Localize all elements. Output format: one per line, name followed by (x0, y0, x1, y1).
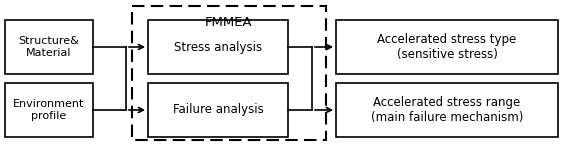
Text: Accelerated stress type
(sensitive stress): Accelerated stress type (sensitive stres… (378, 33, 517, 61)
Text: Accelerated stress range
(main failure mechanism): Accelerated stress range (main failure m… (371, 96, 523, 124)
Bar (5, 83, 93, 137)
Bar (336, 20, 558, 74)
Bar (336, 83, 558, 137)
Text: Stress analysis: Stress analysis (174, 40, 262, 53)
Text: FMMEA: FMMEA (205, 16, 253, 29)
Bar (132, 6, 326, 140)
Text: Environment
profile: Environment profile (14, 99, 85, 121)
Text: Failure analysis: Failure analysis (173, 104, 263, 117)
Bar (148, 20, 288, 74)
Bar (148, 83, 288, 137)
Bar (5, 20, 93, 74)
Text: Structure&
Material: Structure& Material (19, 36, 79, 58)
